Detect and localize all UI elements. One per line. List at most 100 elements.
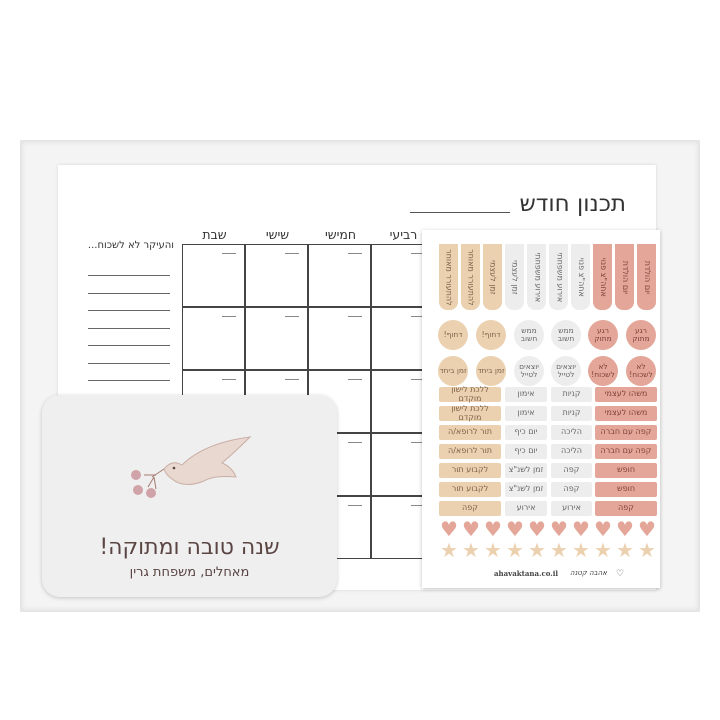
- rect-sticker: יום כיף: [505, 425, 547, 440]
- sticker-label: אחה"צ פנוי: [576, 257, 586, 297]
- day-header: רביעי: [389, 227, 418, 242]
- note-line: [88, 380, 170, 381]
- circle-sticker: ממש חשוב: [514, 320, 544, 350]
- calendar-cell: [182, 307, 245, 370]
- rect-sticker: לקבוע תור: [439, 463, 501, 478]
- circle-sticker: רגע מתוק: [588, 320, 618, 350]
- circle-sticker: זמן ביחד: [476, 356, 506, 386]
- tab-sticker: זמן לעצמי: [505, 244, 524, 310]
- month-blank-line: [410, 212, 510, 213]
- calendar-cell: [245, 244, 308, 307]
- rect-sticker: קפה עם חברה: [595, 425, 657, 440]
- sticker-label: לא לשכוח!: [591, 361, 615, 379]
- rect-sticker: תור לרופא/ה: [439, 425, 501, 440]
- sticker-label: ללכת לישון מוקדם: [451, 384, 489, 403]
- star-sticker-icon: ★: [550, 538, 568, 562]
- card-subtitle: מאחלים, משפחת גרין: [129, 565, 250, 580]
- circle-sticker: יוצאים לטייל: [551, 356, 581, 386]
- note-line: [88, 327, 170, 329]
- rect-sticker: אירוע: [551, 501, 592, 516]
- notes-title: והעיקר לא לשכוח...: [87, 240, 174, 251]
- heart-sticker-icon: ♥: [594, 517, 612, 541]
- rect-sticker: קניות: [551, 406, 592, 421]
- footer-url: ahavaktana.co.il: [494, 569, 559, 578]
- sticker-label: קפה עם חברה: [600, 427, 652, 437]
- tab-sticker: להתעורר מאוחר: [461, 244, 480, 310]
- sticker-label: משהו לעצמי: [604, 389, 648, 399]
- rect-sticker: קפה: [595, 501, 657, 516]
- heart-sticker-icon: ♥: [462, 517, 480, 541]
- rect-sticker: תור לרופא/ה: [439, 444, 501, 459]
- sticker-label: יום הולדת: [620, 260, 630, 294]
- sticker-label: זמן ביחד: [477, 365, 505, 375]
- rect-sticker: אימון: [505, 387, 547, 402]
- sticker-label: זמן לעצמי: [488, 259, 498, 295]
- sticker-label: זמן לשנ"צ: [508, 465, 544, 475]
- sticker-label: אירוע: [516, 503, 536, 513]
- sticker-label: לקבוע תור: [451, 465, 489, 475]
- circle-sticker: זמן ביחד: [438, 356, 468, 386]
- heart-sticker-icon: ♥: [528, 517, 546, 541]
- day-header: חמישי: [324, 227, 357, 242]
- sticker-label: ללכת לישון מוקדם: [451, 403, 489, 422]
- sticker-label: יוצאים לטייל: [519, 361, 539, 379]
- sticker-label: זמן לעצמי: [510, 259, 520, 295]
- sticker-label: תור לרופא/ה: [448, 446, 493, 456]
- sticker-label: תור לרופא/ה: [448, 427, 493, 437]
- tab-sticker: אחה"צ פנוי: [593, 244, 612, 310]
- sticker-label: אחה"צ פנוי: [598, 257, 608, 297]
- sticker-label: יום הולדת: [642, 260, 652, 294]
- dove-illustration: [131, 436, 252, 498]
- rect-sticker: קפה: [439, 501, 501, 516]
- rect-sticker: זמן לשנ"צ: [505, 482, 547, 497]
- note-line: [88, 275, 170, 276]
- sticker-label: להתעורר מאוחר: [466, 248, 476, 306]
- sticker-label: יום כיף: [514, 427, 538, 437]
- note-line: [88, 292, 170, 294]
- card-title: שנה טובה ומתוקה!: [99, 535, 280, 560]
- heart-sticker-icon: ♥: [550, 517, 568, 541]
- rect-sticker: חופש: [595, 482, 657, 497]
- sticker-label: הליכה: [560, 427, 583, 437]
- star-sticker-icon: ★: [440, 538, 458, 562]
- rect-sticker: קניות: [551, 387, 592, 402]
- sticker-label: קניות: [562, 408, 581, 418]
- rect-sticker: קפה: [551, 482, 592, 497]
- tab-sticker: יום הולדת: [637, 244, 656, 310]
- circle-sticker: לא לשכוח!: [588, 356, 618, 386]
- sticker-label: יום כיף: [514, 446, 538, 456]
- heart-sticker-icon: ♥: [616, 517, 634, 541]
- sticker-label: הליכה: [560, 446, 583, 456]
- greeting-card: שנה טובה ומתוקה! מאחלים, משפחת גרין: [42, 395, 337, 597]
- star-sticker-icon: ★: [462, 538, 480, 562]
- heart-sticker-icon: ♥: [638, 517, 656, 541]
- rect-sticker: קפה עם חברה: [595, 444, 657, 459]
- calendar-cell: [308, 244, 371, 307]
- sticker-label: ממש חשוב: [520, 325, 538, 343]
- rect-sticker: קפה: [551, 463, 592, 478]
- heart-sticker-icon: ♥: [572, 517, 590, 541]
- rect-sticker: חופש: [595, 463, 657, 478]
- sticker-label: קניות: [562, 389, 581, 399]
- tab-sticker: זמן לעצמי: [483, 244, 502, 310]
- sticker-label: חופש: [616, 465, 636, 475]
- sticker-label: יוצאים לטייל: [556, 361, 576, 379]
- circle-sticker: דחוף!: [476, 320, 506, 350]
- heart-sticker-icon: ♥: [440, 517, 458, 541]
- tab-sticker: אחה"צ פנוי: [571, 244, 590, 310]
- planner-title: תכנון חודש: [519, 191, 626, 217]
- star-sticker-icon: ★: [594, 538, 612, 562]
- sticker-label: אימון: [517, 408, 535, 418]
- rect-sticker: זמן לשנ"צ: [505, 463, 547, 478]
- sticker-label: אירוע משפחתי: [554, 252, 564, 302]
- calendar-cell: [245, 307, 308, 370]
- circle-sticker: רגע מתוק: [626, 320, 656, 350]
- sticker-label: אירוע: [562, 503, 581, 513]
- rect-sticker: ללכת לישון מוקדם: [439, 384, 501, 403]
- star-sticker-icon: ★: [528, 538, 546, 562]
- sticker-label: רגע מתוק: [632, 325, 650, 343]
- circle-sticker: ממש חשוב: [551, 320, 581, 350]
- rect-sticker: ללכת לישון מוקדם: [439, 403, 501, 422]
- tab-sticker: יום הולדת: [615, 244, 634, 310]
- note-line: [88, 345, 170, 346]
